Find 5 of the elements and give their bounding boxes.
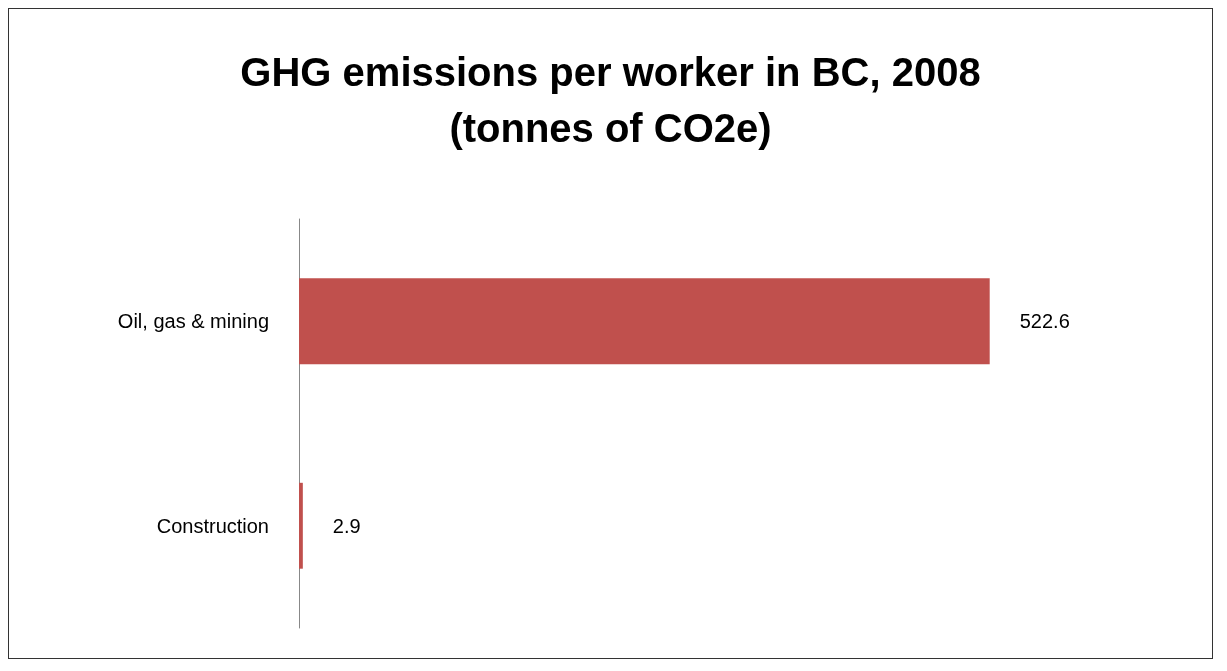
data-label: 2.9	[332, 514, 361, 537]
y-tick-label: Oil, gas & mining	[117, 310, 269, 333]
y-tick-label: Construction	[156, 514, 269, 537]
chart-title: GHG emissions per worker in BC, 2008 (tonnes of CO2e)	[240, 50, 981, 150]
data-label: 522.6	[1019, 310, 1070, 333]
